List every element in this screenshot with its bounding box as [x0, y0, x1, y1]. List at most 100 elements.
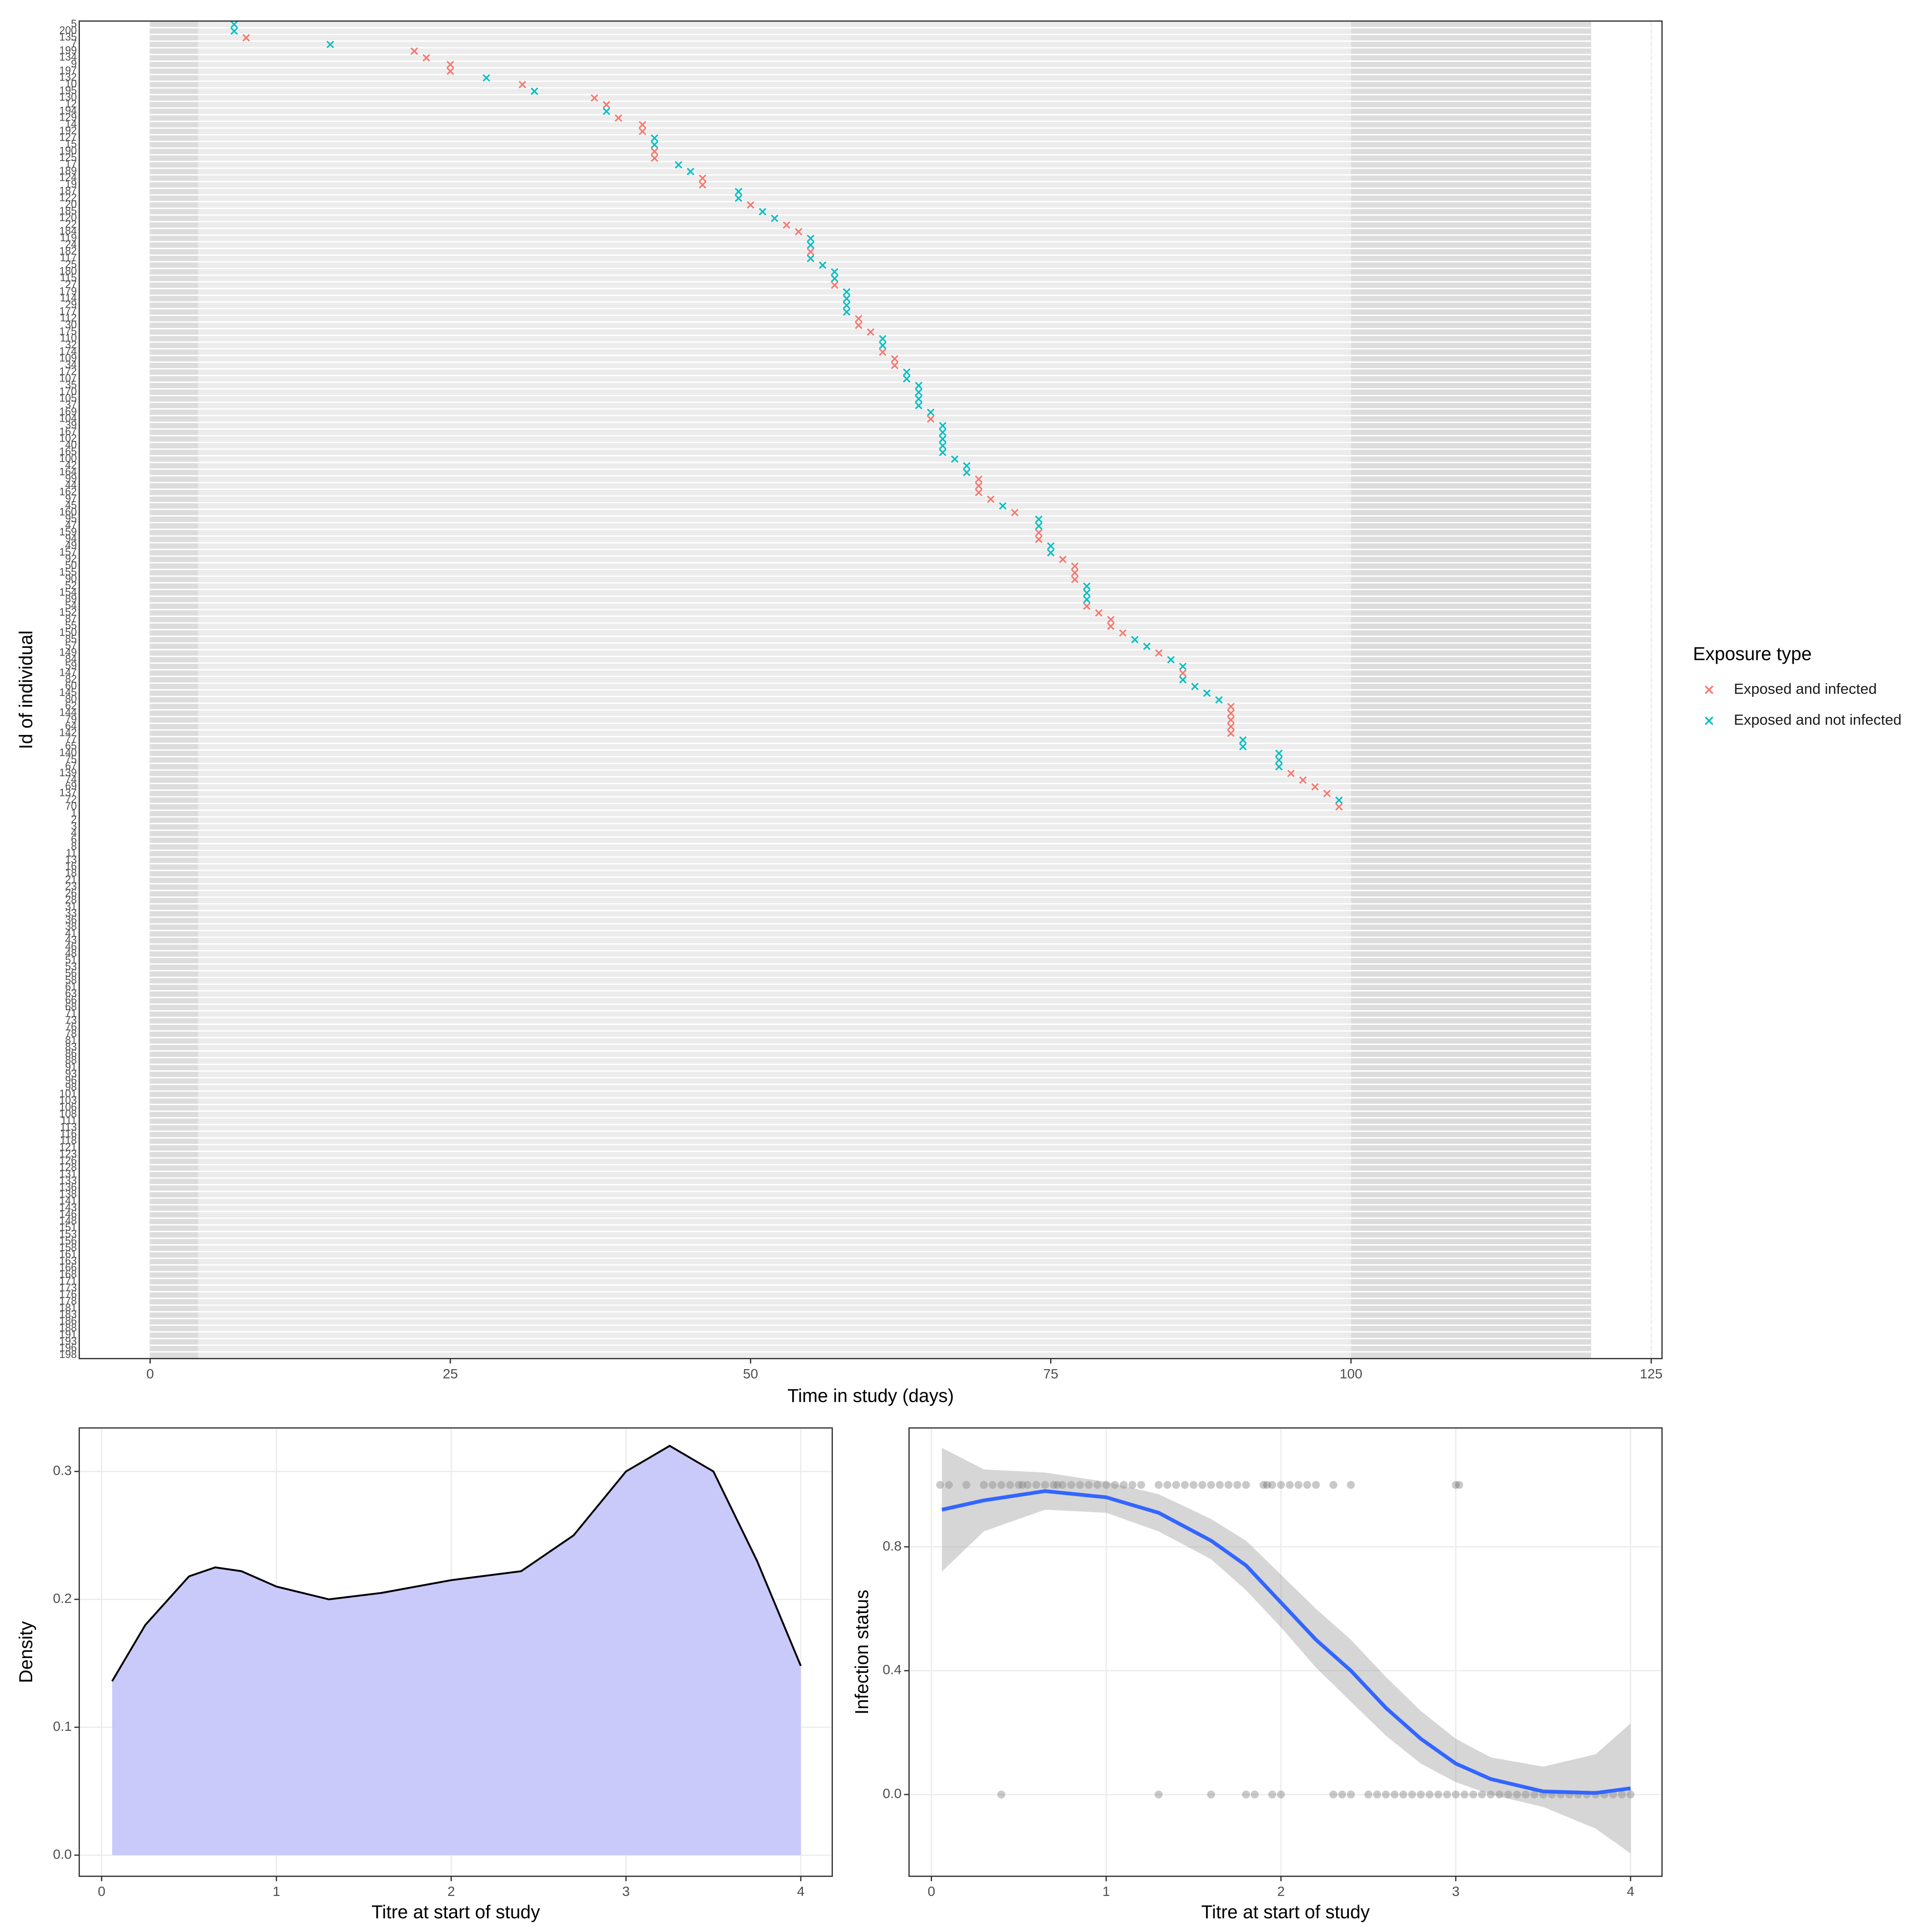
- point: [1285, 1481, 1294, 1489]
- exposure-mark: [687, 167, 695, 176]
- row-label: 98: [65, 1081, 77, 1093]
- exposure-mark: [1035, 529, 1043, 537]
- legend-label: Exposed and infected: [1734, 681, 1877, 697]
- row-label: 153: [59, 1229, 77, 1240]
- exposure-mark: [975, 482, 983, 490]
- row-label: 193: [59, 1336, 77, 1347]
- row-label: 37: [65, 399, 77, 411]
- exposure-mark: [987, 495, 995, 503]
- exposure-mark: [410, 47, 418, 55]
- row-label: 177: [59, 306, 77, 317]
- row-label: 11: [66, 848, 76, 859]
- exposure-mark: [1227, 702, 1235, 711]
- point: [1382, 1790, 1390, 1799]
- row-label: 54: [65, 600, 77, 611]
- row-label: 84: [65, 653, 77, 665]
- exposure-mark: [1323, 790, 1331, 797]
- exposure-mark: [807, 248, 814, 256]
- exposure-mark: [1155, 649, 1163, 657]
- panel: [909, 1428, 1662, 1877]
- exposure-mark: [230, 27, 238, 35]
- row-label: 154: [59, 586, 77, 598]
- exposure-mark: [650, 154, 659, 162]
- row-label: 60: [65, 680, 77, 692]
- row-label: 22: [65, 219, 77, 231]
- point: [1263, 1481, 1271, 1489]
- row-label: 190: [59, 145, 77, 157]
- row-label: 97: [65, 493, 77, 504]
- exposure-mark: [891, 355, 899, 363]
- point: [1417, 1790, 1425, 1799]
- row-label: 91: [65, 1061, 77, 1073]
- point: [962, 1481, 971, 1489]
- y-axis-title: Id of individual: [16, 630, 36, 749]
- row-label: 51: [65, 954, 77, 966]
- point: [1399, 1790, 1407, 1799]
- row-label: 132: [59, 72, 77, 83]
- exposure-mark: [447, 61, 454, 69]
- point: [1207, 1790, 1215, 1799]
- exposure-mark: [650, 134, 659, 142]
- point: [1455, 1481, 1464, 1489]
- exposure-mark: [783, 221, 790, 229]
- panel-border: [79, 1427, 833, 1877]
- point: [1242, 1790, 1250, 1799]
- exposure-mark: [807, 241, 814, 249]
- row-label: 79: [65, 714, 77, 725]
- exposure-mark: [483, 74, 490, 82]
- exposure-mark: [590, 94, 598, 102]
- exposure-mark: [1071, 569, 1079, 577]
- exposure-mark: [1203, 689, 1211, 697]
- point: [1172, 1481, 1180, 1489]
- row-label: 161: [59, 1249, 77, 1260]
- exposure-mark: [699, 174, 707, 182]
- point: [1041, 1481, 1049, 1489]
- point: [1120, 1481, 1128, 1489]
- point: [1294, 1481, 1303, 1489]
- row-label: 182: [59, 246, 77, 257]
- exposure-mark: [1335, 796, 1343, 804]
- row-label: 126: [59, 1155, 77, 1166]
- row-label: 66: [65, 995, 77, 1006]
- row-label: 1: [71, 807, 77, 819]
- row-label: 35: [65, 379, 77, 391]
- exposure-mark: [735, 188, 742, 195]
- row-label: 6: [71, 834, 77, 846]
- x-tick-label: 4: [1627, 1883, 1634, 1899]
- row-label: 75: [65, 754, 77, 766]
- row-label: 196: [59, 1343, 77, 1354]
- row-label: 95: [65, 513, 77, 525]
- exposure-mark: [650, 141, 659, 149]
- row-label: 34: [65, 359, 77, 371]
- row-label: 10: [65, 78, 77, 90]
- row-label: 74: [65, 774, 77, 785]
- row-label: 176: [59, 1289, 77, 1300]
- row-label: 124: [59, 172, 77, 184]
- row-label: 152: [59, 607, 77, 618]
- row-label: 70: [65, 801, 77, 812]
- row-label: 30: [65, 319, 77, 331]
- row-label: 164: [59, 466, 77, 478]
- row-label: 135: [59, 31, 77, 43]
- row-label: 114: [60, 292, 77, 304]
- row-label: 65: [65, 741, 77, 752]
- row-label: 172: [59, 366, 77, 377]
- row-label: 149: [59, 647, 77, 659]
- point: [1006, 1481, 1014, 1489]
- row-label: 59: [65, 660, 77, 672]
- point: [945, 1481, 953, 1489]
- exposure-mark: [1275, 749, 1283, 757]
- row-label: 194: [59, 105, 77, 117]
- row-label: 166: [59, 1262, 77, 1274]
- row-label: 2: [71, 814, 77, 826]
- exposure-mark: [831, 275, 838, 283]
- exposure-mark: [230, 21, 238, 28]
- point: [1058, 1481, 1066, 1489]
- exposure-mark: [1107, 616, 1115, 623]
- row-label: 186: [59, 1315, 77, 1327]
- row-label: 7: [71, 38, 77, 50]
- y-tick-label: 0.8: [883, 1538, 902, 1553]
- row-label: 68: [65, 1001, 77, 1013]
- row-label: 32: [65, 339, 77, 351]
- point: [1530, 1790, 1539, 1799]
